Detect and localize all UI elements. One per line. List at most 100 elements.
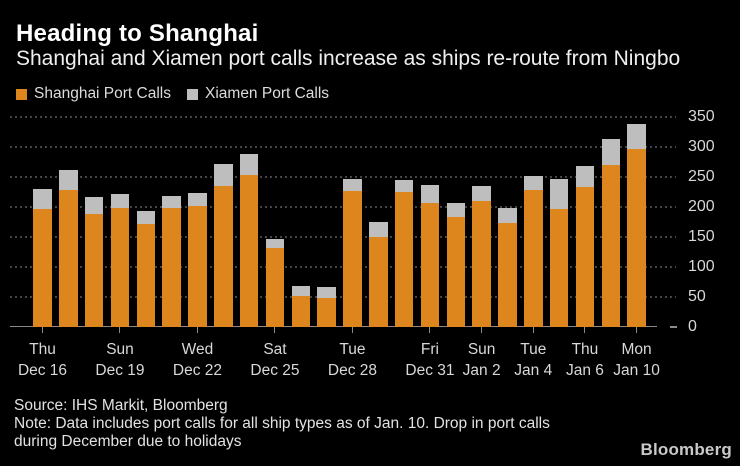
y-tick-label: 150 — [688, 228, 715, 245]
bar-segment-shanghai — [239, 174, 259, 327]
x-tick-mark — [119, 327, 121, 333]
x-tick-date-label: Dec 22 — [172, 362, 223, 379]
x-tick-day-label: Tue — [520, 341, 547, 358]
bar-segment-shanghai — [162, 208, 181, 327]
bar-segment-shanghai — [498, 222, 517, 327]
bar-segment-shanghai — [369, 237, 388, 327]
gridline — [10, 206, 676, 208]
y-tick-label: 200 — [688, 198, 715, 215]
x-tick-day-label: Mon — [621, 341, 652, 358]
bar-segment-shanghai — [627, 148, 646, 327]
y-tick-label: 350 — [688, 108, 715, 125]
x-tick-mark — [274, 327, 276, 333]
bar-segment-xiamen — [33, 189, 52, 209]
legend-label-xiamen: Xiamen Port Calls — [205, 85, 330, 102]
bar-segment-shanghai — [472, 201, 491, 327]
x-tick-day-label: Tue — [339, 341, 366, 358]
gridline — [10, 146, 676, 148]
bar-segment-xiamen — [498, 207, 517, 223]
bar-segment-xiamen — [343, 178, 362, 192]
bar-segment-shanghai — [420, 202, 440, 327]
gridline — [10, 116, 676, 118]
bar-segment-xiamen — [59, 169, 78, 191]
bar-segment-xiamen — [549, 179, 569, 210]
x-tick-mark — [584, 327, 586, 333]
y-tick-label: 100 — [688, 258, 715, 275]
legend-label-shanghai: Shanghai Port Calls — [34, 85, 171, 102]
bar-segment-xiamen — [601, 138, 620, 165]
gridline — [10, 176, 676, 178]
x-tick-date-label: Jan 2 — [462, 362, 501, 379]
bar-segment-xiamen — [84, 196, 104, 214]
x-tick-mark — [429, 327, 431, 333]
x-tick-day-label: Fri — [420, 341, 439, 358]
legend-item-shanghai: Shanghai Port Calls — [16, 85, 171, 103]
legend-item-xiamen: Xiamen Port Calls — [187, 85, 329, 103]
note-line-2: during December due to holidays — [14, 433, 242, 450]
x-tick-mark — [532, 327, 534, 333]
bar-segment-shanghai — [59, 190, 78, 327]
bar-segment-shanghai — [446, 216, 466, 327]
bar-segment-xiamen — [627, 124, 646, 149]
bar-segment-xiamen — [265, 238, 285, 249]
y-tick-label: 0 — [688, 318, 697, 335]
bloomberg-logo: Bloomberg — [640, 440, 732, 459]
shanghai-series-swatch-icon — [16, 88, 27, 100]
x-tick-mark — [196, 327, 198, 333]
bar-segment-shanghai — [524, 190, 543, 327]
bar-segment-shanghai — [317, 297, 336, 327]
x-tick-date-label: Dec 31 — [405, 362, 455, 379]
bar-segment-shanghai — [110, 208, 130, 327]
bar-segment-shanghai — [601, 165, 620, 327]
bar-segment-xiamen — [214, 163, 233, 186]
x-tick-mark — [481, 327, 483, 333]
note-line-1: Note: Data includes port calls for all s… — [14, 415, 550, 432]
bar-segment-xiamen — [446, 202, 466, 217]
chart-title: Heading to Shanghai — [16, 20, 259, 47]
bar-segment-xiamen — [239, 154, 259, 175]
xiamen-series-swatch-icon — [187, 88, 198, 100]
bar-segment-xiamen — [110, 193, 130, 209]
gridline — [10, 266, 676, 268]
x-tick-date-label: Jan 6 — [565, 362, 604, 379]
y-tick-label: 250 — [688, 168, 715, 185]
x-tick-day-label: Sat — [263, 341, 287, 358]
bar-segment-xiamen — [420, 185, 440, 203]
gridline — [10, 236, 676, 238]
bar-segment-shanghai — [214, 186, 233, 327]
gridline — [10, 296, 676, 298]
bar-segment-shanghai — [84, 213, 104, 327]
bar-segment-xiamen — [188, 192, 207, 206]
bar-segment-shanghai — [136, 224, 156, 327]
zero-tick-dash — [670, 326, 677, 328]
x-tick-date-label: Dec 16 — [17, 362, 68, 379]
chart-subtitle: Shanghai and Xiamen port calls increase … — [16, 47, 681, 70]
x-tick-day-label: Sun — [106, 341, 134, 358]
legend: Shanghai Port Calls Xiamen Port Calls — [16, 85, 329, 103]
x-tick-day-label: Thu — [29, 341, 56, 358]
bar-segment-shanghai — [188, 205, 207, 327]
bar-segment-shanghai — [33, 208, 52, 327]
bar-segment-shanghai — [575, 187, 595, 327]
x-tick-date-label: Jan 4 — [514, 362, 553, 379]
y-tick-label: 50 — [688, 288, 706, 305]
bar-segment-xiamen — [472, 186, 491, 201]
bar-segment-xiamen — [162, 195, 181, 209]
x-tick-date-label: Dec 19 — [95, 362, 145, 379]
bar-segment-xiamen — [369, 222, 388, 237]
bar-segment-shanghai — [291, 295, 311, 327]
bar-segment-xiamen — [575, 165, 595, 188]
x-tick-date-label: Dec 25 — [250, 362, 300, 379]
x-tick-day-label: Thu — [571, 341, 599, 358]
x-tick-mark — [351, 327, 353, 333]
x-tick-date-label: Dec 28 — [327, 362, 378, 379]
bar-segment-shanghai — [549, 209, 569, 327]
x-tick-date-label: Jan 10 — [613, 362, 660, 379]
x-tick-mark — [636, 327, 638, 333]
bar-segment-xiamen — [291, 286, 311, 296]
x-tick-day-label: Sun — [467, 341, 496, 358]
bar-segment-xiamen — [317, 287, 336, 298]
bar-segment-shanghai — [343, 191, 362, 327]
